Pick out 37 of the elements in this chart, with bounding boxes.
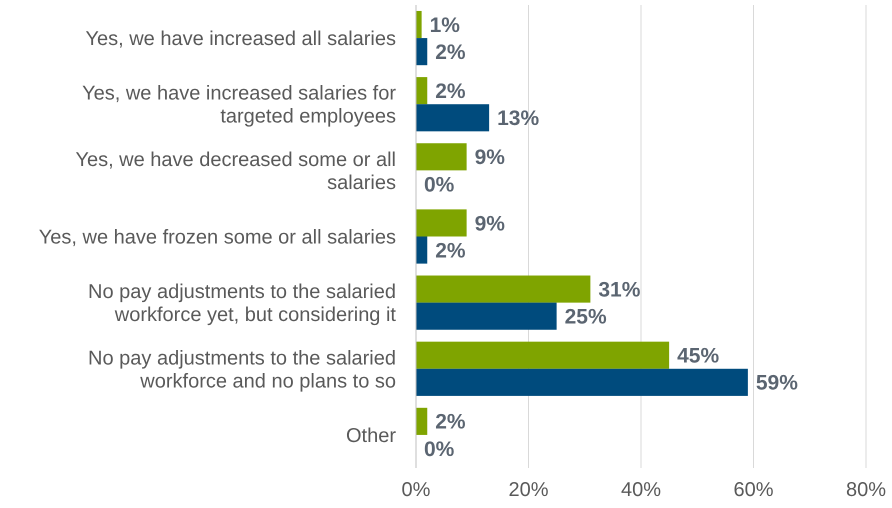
data-label: 2% <box>435 80 466 104</box>
bar <box>416 38 428 66</box>
x-tick-label: 60% <box>733 479 774 501</box>
data-label: 9% <box>474 212 506 236</box>
bar <box>416 342 670 369</box>
x-tick-label: 20% <box>508 479 549 501</box>
data-label: 1% <box>430 14 460 37</box>
data-label: 13% <box>497 107 540 130</box>
bar <box>416 302 557 330</box>
data-label: 25% <box>564 306 607 329</box>
y-tick-label: Yes, we have increased all salaries <box>85 28 396 50</box>
y-tick-label: No pay adjustments to the salaried workforce and no plans to so <box>88 347 396 392</box>
y-tick-label: Other <box>346 424 396 447</box>
data-label: 2% <box>435 40 466 64</box>
data-label: 0% <box>424 438 455 461</box>
bar <box>416 77 428 104</box>
data-label: 59% <box>756 372 798 395</box>
data-label: 9% <box>474 146 506 170</box>
data-label: 45% <box>677 344 720 368</box>
bar <box>416 236 428 264</box>
x-tick-label: 40% <box>620 479 662 501</box>
y-tick-label: Yes, we have decreased some or all salaries <box>75 148 396 194</box>
bar <box>416 143 467 170</box>
bar <box>416 104 490 132</box>
data-label: 2% <box>435 410 466 434</box>
x-tick-label: 80% <box>846 479 886 501</box>
data-label: 2% <box>435 239 466 262</box>
y-tick-label: Yes, we have frozen some or all salaries <box>38 226 396 248</box>
x-tick-label: 0% <box>402 479 431 501</box>
data-label: 31% <box>598 278 641 302</box>
data-label: 0% <box>424 173 455 196</box>
bar <box>416 408 428 435</box>
y-tick-label: Yes, we have increased salaries for targeted employees <box>82 82 396 128</box>
bar <box>416 209 467 236</box>
y-tick-label: No pay adjustments to the salaried workforce yet, but considering it <box>88 281 396 326</box>
bar <box>416 276 590 303</box>
bar <box>416 368 748 396</box>
